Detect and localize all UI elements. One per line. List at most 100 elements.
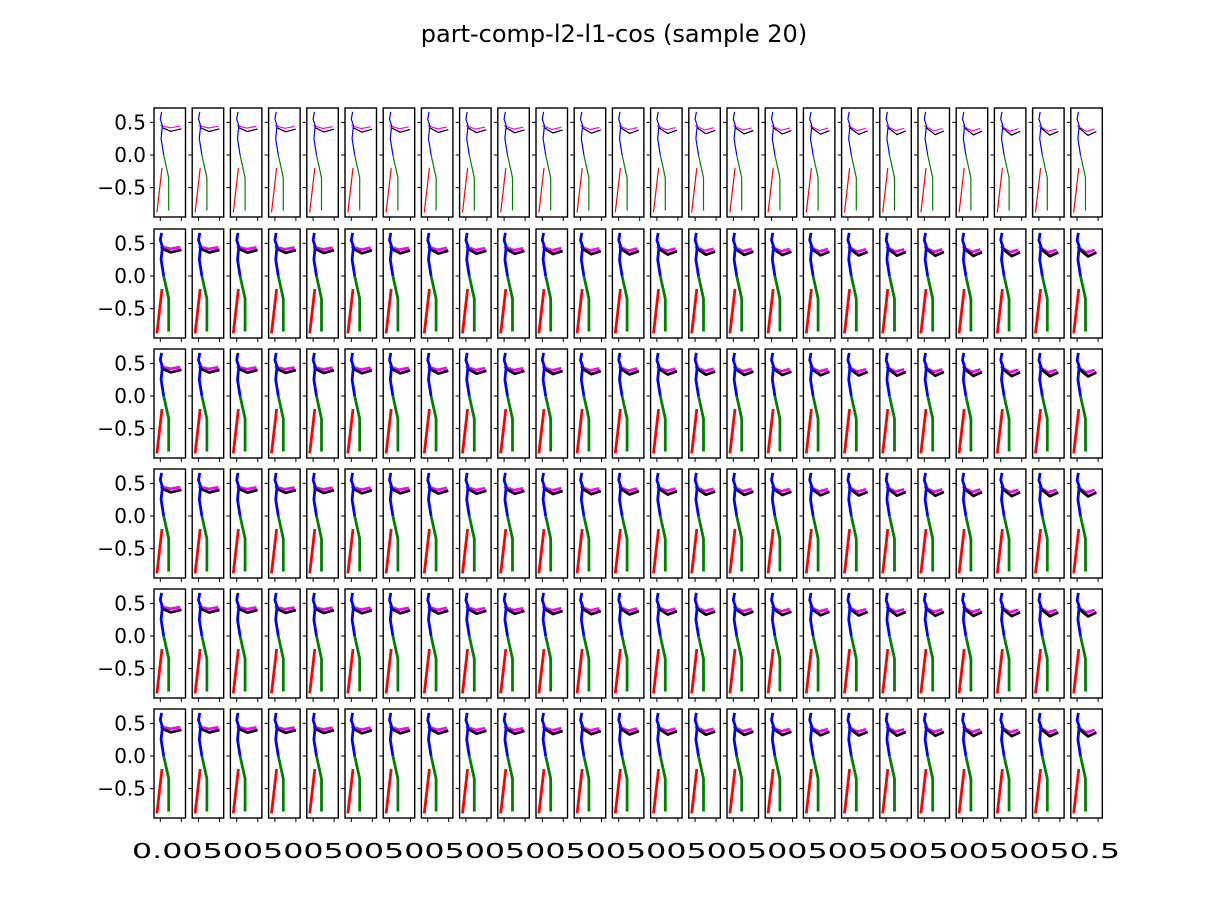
subplot-frame [420, 228, 454, 339]
series-spine [274, 111, 279, 156]
series-arm-front [734, 607, 754, 617]
subplot-frame [649, 348, 683, 459]
series-spine [197, 111, 203, 156]
series-leg-front [537, 648, 546, 694]
series-leg-front [499, 648, 508, 694]
series-leg-back [429, 395, 438, 452]
series-spine [197, 592, 204, 637]
series-leg-front [270, 408, 278, 454]
series-arm-front [1077, 247, 1097, 258]
subplot-frame [267, 708, 301, 819]
subplot-frame [993, 588, 1027, 699]
series-arm-front [428, 607, 449, 615]
subplot [532, 107, 569, 221]
series-arm-front [276, 367, 297, 375]
series-leg-front [575, 288, 584, 334]
series-leg-back [467, 395, 476, 452]
series-leg-back [964, 755, 973, 812]
series-leg-front [728, 768, 737, 814]
series-arm-front [1078, 127, 1097, 136]
series-spine [809, 111, 814, 156]
series-leg-front [308, 288, 317, 334]
series-leg-front [156, 167, 163, 213]
subplot [990, 107, 1027, 221]
series-spine [884, 592, 891, 637]
subplot-frame [1031, 468, 1065, 579]
subplot [532, 348, 569, 462]
subplot [723, 348, 760, 462]
series-arm-front [1001, 247, 1021, 258]
series-leg-back [1040, 515, 1049, 572]
subplot-frame [649, 228, 683, 339]
series-spine [426, 472, 433, 517]
series-leg-back [544, 755, 553, 812]
subplot-frame [497, 348, 530, 459]
subplot-frame [688, 708, 721, 819]
series-leg-front [308, 648, 317, 694]
series-spine [961, 472, 968, 517]
series-leg-front [385, 167, 392, 213]
series-spine [540, 232, 548, 277]
subplot [150, 468, 187, 582]
subplot-frame [611, 588, 645, 699]
series-leg-back [238, 515, 247, 572]
series-arm-front [619, 607, 640, 616]
series-leg-front [805, 167, 812, 213]
series-spine [540, 592, 548, 637]
subplot [837, 107, 874, 221]
series-arm-front [390, 247, 411, 255]
subplot [723, 588, 760, 702]
series-leg-front [919, 408, 928, 454]
series-leg-front [461, 528, 469, 574]
series-leg-back [238, 395, 247, 452]
series-spine [693, 352, 700, 397]
series-leg-back [276, 635, 285, 692]
series-leg-front [499, 528, 508, 574]
series-arm-front [657, 607, 678, 616]
series-leg-front [766, 528, 775, 574]
series-leg-front [1034, 528, 1042, 574]
series-leg-back [200, 755, 209, 812]
series-leg-front [690, 768, 699, 814]
series-arm-front [543, 727, 564, 736]
series-leg-back [620, 395, 629, 452]
series-arm-front [696, 127, 716, 135]
series-spine [618, 111, 623, 156]
series-leg-back [620, 755, 629, 812]
series-leg-front [690, 648, 699, 694]
series-leg-front [461, 408, 469, 454]
series-leg-back [276, 515, 285, 572]
subplot-frame [344, 228, 378, 339]
subplot [302, 348, 339, 462]
series-leg-front [958, 167, 965, 213]
subplot-frame [1070, 708, 1104, 819]
series-leg-front [804, 288, 813, 334]
subplot [723, 708, 760, 822]
series-spine [885, 111, 891, 156]
series-leg-front [384, 768, 393, 814]
subplot [1028, 468, 1065, 582]
series-leg-back [1002, 755, 1011, 812]
series-arm-back [1000, 125, 1019, 132]
series-leg-back [315, 515, 323, 572]
series-leg-back [735, 515, 744, 572]
series-leg-back [353, 755, 362, 812]
series-spine [236, 111, 241, 156]
series-leg-front [193, 768, 202, 814]
series-arm-front [161, 127, 182, 132]
subplot-frame [306, 348, 339, 459]
subplot-frame [458, 228, 492, 339]
subplot [264, 708, 301, 822]
series-arm-front [352, 727, 373, 735]
y-tick-label: −0.5 [97, 297, 146, 321]
subplot [723, 107, 760, 221]
series-arm-front [734, 247, 754, 257]
series-leg-back [658, 755, 667, 812]
subplot-frame [764, 708, 798, 819]
series-spine [617, 472, 624, 517]
series-leg-back [926, 755, 935, 812]
subplot [188, 107, 225, 221]
series-leg-front [804, 648, 813, 694]
series-arm-front [199, 607, 220, 614]
